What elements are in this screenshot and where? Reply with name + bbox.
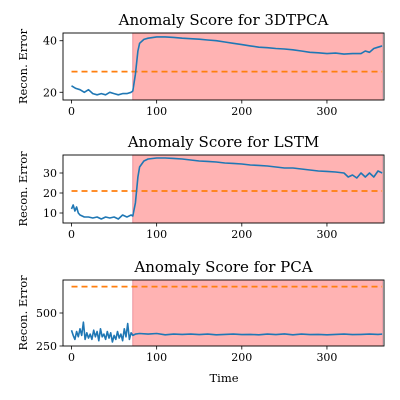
y-tick-label: 250 xyxy=(36,340,57,353)
anomaly-region xyxy=(132,279,383,347)
x-tick-label: 300 xyxy=(316,351,337,364)
chart-panel-2: 0 100 200 300 10 20 30 Anomaly Score for LSTM Re… xyxy=(16,133,385,241)
y-tick-label: 40 xyxy=(43,35,57,48)
x-tick-label: 300 xyxy=(316,105,337,118)
x-tick-label: 200 xyxy=(231,105,252,118)
x-tick-label: 200 xyxy=(231,228,252,241)
y-tick-label: 30 xyxy=(43,167,57,180)
x-tick-label: 300 xyxy=(316,228,337,241)
anomaly-region xyxy=(132,32,383,101)
y-axis-label: Recon. Error xyxy=(16,28,30,104)
y-tick-label: 20 xyxy=(43,86,57,99)
plot-frame xyxy=(62,154,385,224)
chart-title: Anomaly Score for 3DTPCA xyxy=(118,11,329,29)
x-tick-label: 0 xyxy=(68,351,75,364)
chart-title: Anomaly Score for PCA xyxy=(133,258,312,276)
y-axis-label: Recon. Error xyxy=(16,275,30,351)
chart-panel-3: 0 100 200 300 250 500 Anomaly Score for PCA Rec… xyxy=(16,258,385,364)
x-tick-label: 200 xyxy=(231,351,252,364)
anomaly-region xyxy=(132,154,383,224)
x-tick-label: 0 xyxy=(68,228,75,241)
score-line xyxy=(71,36,383,96)
y-tick-label: 10 xyxy=(43,207,57,220)
chart-panel-1: 0 100 200 300 20 40 Anomaly Score for 3DTPCA Re… xyxy=(16,11,385,118)
score-line xyxy=(70,321,383,343)
y-tick-label: 500 xyxy=(36,307,57,320)
y-tick-label: 20 xyxy=(43,187,57,200)
x-axis-label: Time xyxy=(209,371,238,385)
y-axis-label: Recon. Error xyxy=(16,151,30,227)
x-tick-label: 100 xyxy=(146,105,167,118)
plot-frame xyxy=(62,32,385,101)
x-tick-label: 100 xyxy=(146,228,167,241)
score-line xyxy=(70,157,383,220)
chart-title: Anomaly Score for LSTM xyxy=(127,133,319,151)
x-tick-label: 100 xyxy=(146,351,167,364)
x-tick-label: 0 xyxy=(68,105,75,118)
